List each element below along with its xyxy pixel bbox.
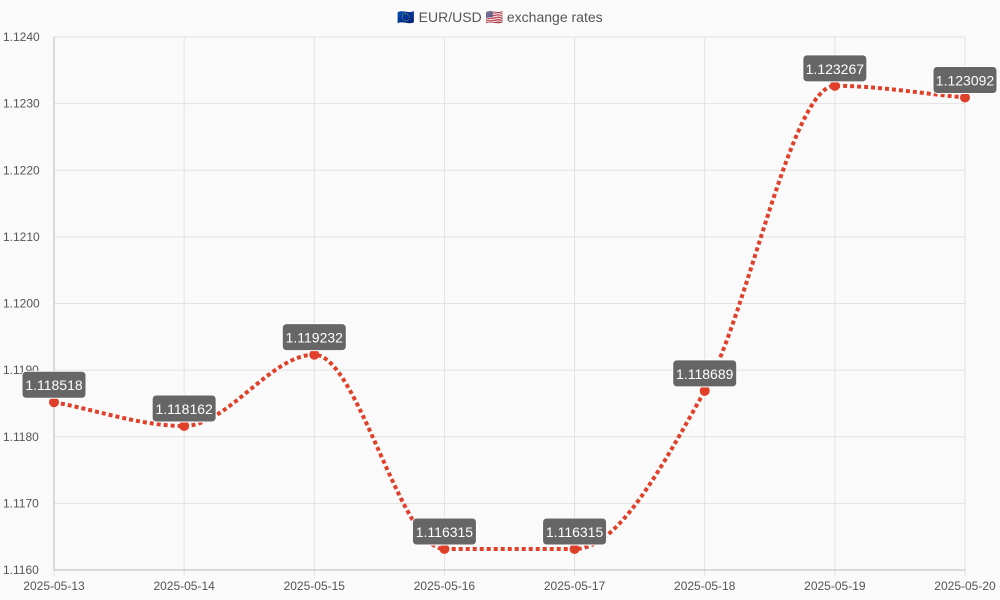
data-point [699, 385, 710, 396]
data-point [569, 544, 580, 555]
series-layer [53, 83, 966, 552]
data-label-text: 1.118689 [676, 366, 734, 382]
points-layer [49, 80, 970, 555]
axes: 1.12401.12301.12201.12101.12001.11901.11… [3, 30, 996, 593]
data-label: 1.118689 [672, 359, 738, 388]
x-tick-label: 2025-05-16 [414, 579, 476, 593]
y-tick-label: 1.1170 [3, 496, 39, 510]
x-tick-label: 2025-05-13 [23, 579, 85, 593]
data-label: 1.119232 [281, 323, 347, 352]
data-label-bg [21, 370, 87, 399]
data-label: 1.123092 [932, 65, 998, 94]
y-tick-label: 1.1210 [3, 230, 40, 244]
grid [53, 36, 966, 576]
x-tick-label: 2025-05-14 [153, 579, 215, 593]
y-tick-label: 1.1200 [3, 297, 40, 311]
data-label: 1.116315 [542, 517, 608, 546]
data-label-bg [411, 517, 477, 546]
y-tick-label: 1.1220 [3, 163, 40, 177]
x-tick-label: 2025-05-17 [544, 579, 606, 593]
data-point [179, 420, 190, 431]
x-tick-label: 2025-05-19 [804, 579, 866, 593]
x-tick-label: 2025-05-18 [674, 579, 736, 593]
data-label-text: 1.116315 [546, 524, 604, 540]
data-point [49, 397, 59, 408]
data-label-text: 1.118518 [25, 377, 83, 393]
data-label-bg [281, 323, 347, 352]
data-label-text: 1.123267 [806, 61, 865, 77]
y-tick-label: 1.1180 [3, 430, 39, 444]
data-label: 1.118518 [21, 370, 87, 399]
series-line [53, 83, 966, 552]
y-tick-label: 1.1230 [3, 97, 40, 111]
data-point [309, 349, 320, 360]
x-tick-label: 2025-05-20 [934, 579, 996, 593]
data-label-bg [932, 65, 998, 94]
data-point [829, 80, 840, 91]
data-labels-layer: 1.118518 1.118162 1.119232 1.116315 1.116315… [21, 54, 998, 546]
data-label-bg [672, 359, 738, 388]
data-label-bg [151, 394, 217, 423]
x-tick-label: 2025-05-15 [284, 579, 346, 593]
data-label-bg [542, 517, 608, 546]
y-tick-label: 1.1240 [3, 30, 40, 44]
data-point [439, 544, 450, 555]
data-label: 1.123267 [802, 54, 868, 83]
data-point [960, 92, 970, 103]
data-label-text: 1.118162 [155, 401, 213, 417]
data-label-bg [802, 54, 868, 83]
data-label: 1.116315 [411, 517, 477, 546]
data-label-text: 1.123092 [936, 72, 995, 88]
chart-title: 🇪🇺 EUR/USD 🇺🇸 exchange rates [397, 9, 602, 25]
data-label-text: 1.119232 [286, 330, 344, 346]
data-label: 1.118162 [151, 394, 217, 423]
y-tick-label: 1.1160 [3, 563, 39, 577]
data-label-text: 1.116315 [416, 524, 474, 540]
